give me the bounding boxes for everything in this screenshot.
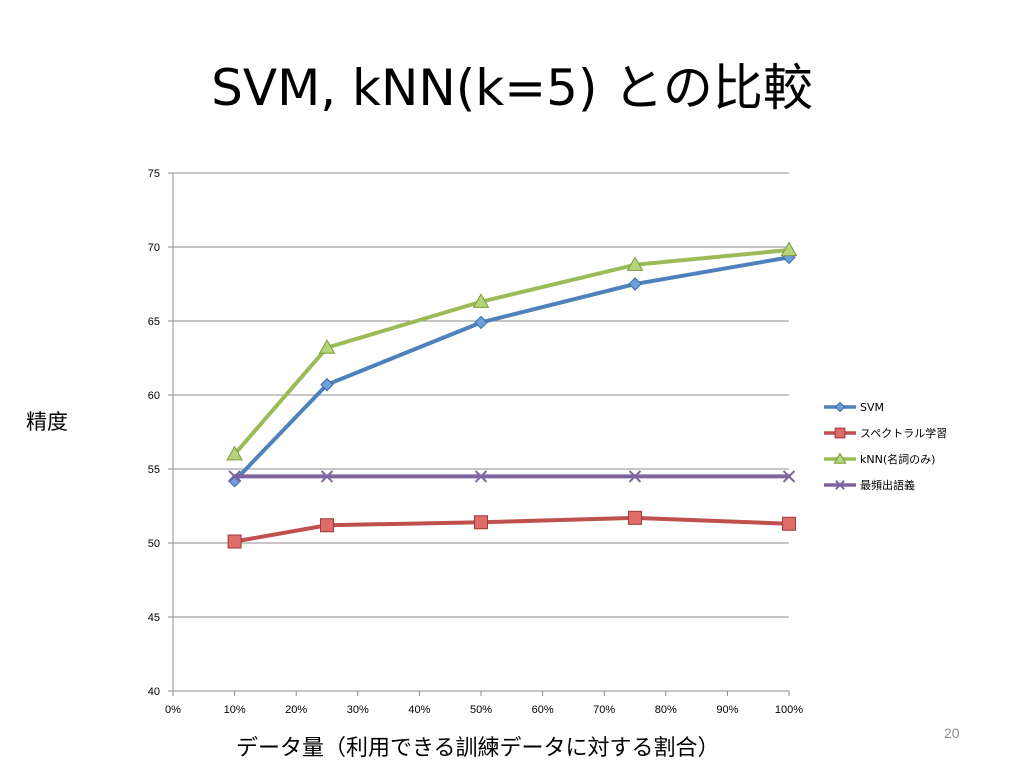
data-point-1 <box>782 516 796 531</box>
data-point-2 <box>226 445 243 461</box>
legend-item-svm: SVM <box>822 394 947 420</box>
y-tick-label: 60 <box>148 390 160 402</box>
legend-label-knn: kNN(名詞のみ) <box>860 453 936 466</box>
data-point-1 <box>227 534 242 549</box>
data-point-0 <box>474 315 488 330</box>
data-point-3 <box>320 470 334 483</box>
data-point-1 <box>628 510 642 525</box>
legend-marker <box>834 401 846 413</box>
series-line-1 <box>232 515 791 544</box>
legend-swatch-svm <box>824 401 856 413</box>
legend-label-mfs: 最頻出語義 <box>860 479 915 492</box>
legend-item-knn: kNN(名詞のみ) <box>822 446 947 472</box>
legend-label-spectral: スペクトラル学習 <box>860 427 948 440</box>
x-axis-label: データ量（利用できる訓練データに対する割合） <box>236 736 720 761</box>
data-point-0 <box>628 277 642 291</box>
y-tick-label: 45 <box>148 612 160 624</box>
data-point-2 <box>626 256 644 271</box>
data-point-2 <box>472 293 490 308</box>
x-tick-label: 20% <box>285 704 307 716</box>
data-point-0 <box>227 474 242 488</box>
slide-title: SVM, kNN(k=5) との比較 <box>211 59 813 117</box>
legend-marker <box>833 452 847 464</box>
x-tick-label: 10% <box>224 704 246 716</box>
series-line-0 <box>232 255 791 483</box>
legend-marker <box>834 427 846 439</box>
slide-number: 20 <box>944 725 960 741</box>
data-point-1 <box>320 518 334 533</box>
data-point-3 <box>228 470 241 483</box>
y-tick-label: 55 <box>148 464 160 476</box>
x-tick-label: 50% <box>470 704 492 716</box>
y-tick-label: 75 <box>148 168 160 180</box>
data-point-2 <box>780 241 798 257</box>
series-line-2 <box>232 247 791 457</box>
x-tick-label: 80% <box>655 704 677 716</box>
legend-swatch-knn <box>824 452 856 464</box>
data-point-3 <box>782 470 796 483</box>
y-axis-label: 精度 <box>26 410 68 434</box>
y-tick-label: 50 <box>148 538 160 550</box>
x-tick-label: 0% <box>165 704 181 716</box>
x-tick-label: 30% <box>347 704 369 716</box>
data-point-3 <box>628 470 642 483</box>
x-tick-label: 70% <box>593 704 615 716</box>
legend-item-spectral: スペクトラル学習 <box>822 420 947 446</box>
legend-label-svm: SVM <box>860 400 884 414</box>
chart-legend: SVM スペクトラル学習 kNN(名詞のみ) 最頻出語義 <box>822 394 947 498</box>
x-tick-label: 100% <box>775 704 803 716</box>
data-point-1 <box>474 515 488 530</box>
y-tick-label: 65 <box>148 316 160 328</box>
x-tick-label: 40% <box>408 704 430 716</box>
data-point-0 <box>320 377 334 392</box>
legend-item-mfs: 最頻出語義 <box>822 472 947 498</box>
legend-swatch-spectral <box>824 427 856 439</box>
legend-swatch-mfs <box>824 480 856 490</box>
legend-marker <box>835 480 845 490</box>
y-tick-label: 70 <box>148 242 160 254</box>
data-point-2 <box>318 339 336 354</box>
data-point-3 <box>474 470 488 483</box>
x-tick-label: 60% <box>532 704 554 716</box>
y-tick-label: 40 <box>148 686 160 698</box>
x-tick-label: 90% <box>716 704 738 716</box>
